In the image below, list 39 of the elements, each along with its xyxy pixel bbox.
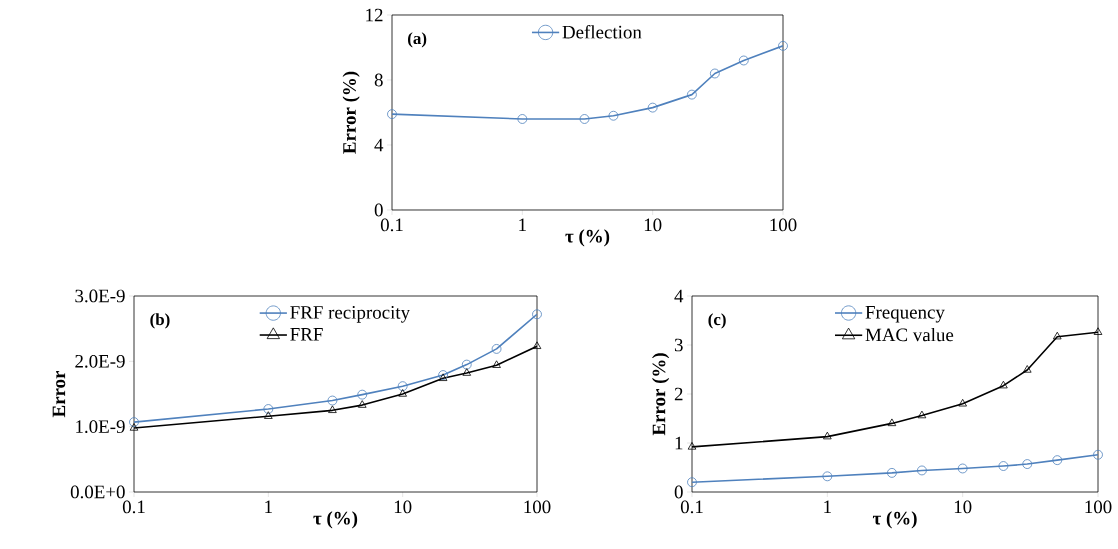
legend-label: Deflection — [562, 25, 642, 39]
x-tick-label: 100 — [770, 218, 797, 232]
y-tick-label: 2.0E-9 — [75, 354, 125, 368]
y-tick-label: 3 — [674, 338, 683, 352]
y-tick-label: 4 — [674, 289, 684, 303]
x-axis-title: τ (%) — [565, 229, 610, 247]
legend-label: Frequency — [865, 306, 945, 323]
x-tick-label: 100 — [1085, 500, 1112, 514]
x-tick-label: 10 — [394, 500, 412, 514]
annotation: (a) — [408, 32, 427, 48]
x-tick-label: 10 — [954, 500, 972, 514]
y-tick-label: 12 — [366, 8, 383, 22]
legend-label: MAC value — [865, 327, 954, 342]
y-axis-title: Error — [52, 370, 66, 418]
y-tick-label: 4 — [374, 138, 384, 152]
x-tick-label: 10 — [644, 218, 662, 232]
y-tick-label: 1 — [675, 436, 683, 450]
x-tick-label: 0.1 — [122, 500, 145, 514]
legend-label: FRF reciprocity — [290, 306, 411, 323]
y-axis-title: Error (%) — [652, 353, 670, 436]
y-tick-label: 2 — [674, 387, 683, 401]
y-tick-label: 1.0E-9 — [76, 420, 125, 434]
y-tick-label: 0.0E+0 — [70, 485, 125, 499]
x-axis-title: τ (%) — [313, 511, 358, 529]
x-tick-label: 100 — [524, 500, 551, 514]
x-axis-title: τ (%) — [872, 511, 917, 529]
x-tick-label: 0.1 — [680, 500, 703, 514]
x-tick-label: 1 — [519, 218, 526, 232]
y-tick-label: 0 — [674, 485, 683, 499]
annotation: (c) — [708, 313, 726, 329]
y-tick-label: 3.0E-9 — [75, 289, 125, 303]
y-axis-title: Error (%) — [342, 71, 360, 154]
y-tick-label: 0 — [374, 203, 383, 217]
x-tick-label: 1 — [824, 500, 831, 514]
y-tick-label: 8 — [374, 73, 383, 87]
annotation: (b) — [150, 313, 170, 329]
x-tick-label: 1 — [265, 500, 272, 514]
x-tick-label: 0.1 — [380, 218, 403, 232]
legend-label: FRF — [290, 328, 323, 341]
